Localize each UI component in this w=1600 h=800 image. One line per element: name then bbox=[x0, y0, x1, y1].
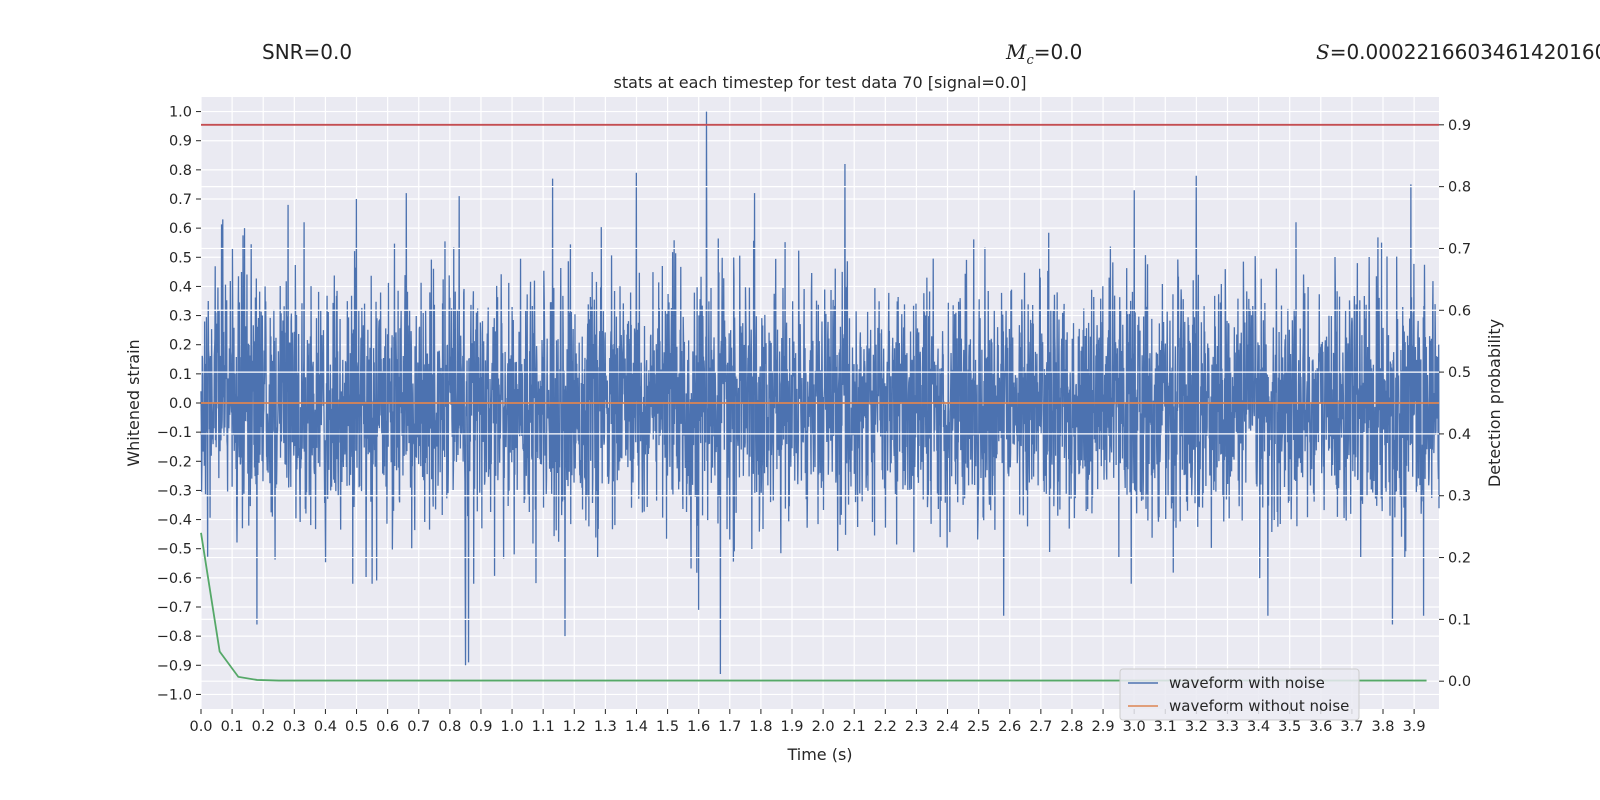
x-tick-label: 0.9 bbox=[469, 719, 492, 735]
x-tick-label: 0.1 bbox=[221, 719, 244, 735]
s-value: =0.00022166034614201608 bbox=[1329, 40, 1600, 64]
y-left-tick-label: 0.9 bbox=[169, 134, 192, 150]
chirp-mass-header: Mc=0.0 bbox=[1006, 40, 1082, 68]
x-tick-label: 0.8 bbox=[438, 719, 461, 735]
waveform-with-noise-line bbox=[200, 111, 1440, 675]
x-tick-label: 2.6 bbox=[998, 719, 1021, 735]
y-right-tick-label: 0.8 bbox=[1448, 180, 1471, 196]
y-left-tick-label: 0.2 bbox=[169, 338, 192, 354]
y-axis-right-ticks: 0.9 0.8 0.7 0.6 0.5 0.4 0.3 0.2 0.1 0.0 bbox=[1439, 118, 1471, 690]
y-right-tick-label: 0.6 bbox=[1448, 303, 1471, 319]
x-tick-label: 1.2 bbox=[563, 719, 586, 735]
x-tick-label: 0.6 bbox=[376, 719, 399, 735]
chart-title: stats at each timestep for test data 70 … bbox=[614, 73, 1027, 92]
mc-value: =0.0 bbox=[1033, 40, 1083, 64]
x-tick-label: 1.1 bbox=[532, 719, 555, 735]
x-tick-label: 0.7 bbox=[407, 719, 430, 735]
x-tick-label: 0.0 bbox=[189, 719, 212, 735]
detection-probability-line bbox=[200, 532, 1427, 682]
legend: waveform with noise waveform without noi… bbox=[1119, 668, 1360, 721]
y-left-tick-label: 0.4 bbox=[169, 279, 192, 295]
y-left-tick-label: 1.0 bbox=[169, 105, 192, 121]
x-axis-ticks: 0.0 0.1 0.2 0.3 0.4 0.5 0.6 0.7 0.8 0.9 1.0 1.1 1.2 1… bbox=[189, 709, 1426, 735]
mc-subscript: c bbox=[1026, 53, 1034, 68]
y-left-tick-label: −1.0 bbox=[157, 687, 192, 703]
x-tick-label: 2.7 bbox=[1029, 719, 1052, 735]
y-left-tick-label: −0.4 bbox=[157, 513, 192, 529]
series-waveform-with-noise bbox=[200, 111, 1440, 675]
x-tick-label: 3.7 bbox=[1340, 719, 1363, 735]
x-tick-label: 1.0 bbox=[501, 719, 524, 735]
y-right-tick-label: 0.5 bbox=[1448, 365, 1471, 381]
x-tick-label: 2.4 bbox=[936, 719, 959, 735]
x-tick-label: 2.3 bbox=[905, 719, 928, 735]
x-axis-label: Time (s) bbox=[786, 745, 852, 764]
x-tick-label: 0.3 bbox=[283, 719, 306, 735]
x-tick-label: 3.3 bbox=[1216, 719, 1239, 735]
snr-text: SNR=0.0 bbox=[262, 40, 353, 64]
y-axis-left-label: Whitened strain bbox=[124, 339, 143, 466]
y-left-tick-label: −0.1 bbox=[157, 425, 192, 441]
x-tick-label: 0.2 bbox=[252, 719, 275, 735]
x-tick-label: 0.5 bbox=[345, 719, 368, 735]
series-lines bbox=[200, 123, 1439, 682]
y-axis-left-ticks: 1.0 0.9 0.8 0.7 0.6 0.5 0.4 0.3 0.2 0.1 0.0 −0.1 −0.… bbox=[157, 105, 201, 703]
x-tick-label: 2.8 bbox=[1060, 719, 1083, 735]
x-tick-label: 1.4 bbox=[625, 719, 648, 735]
y-left-tick-label: 0.5 bbox=[169, 250, 192, 266]
y-left-tick-label: 0.7 bbox=[169, 192, 192, 208]
x-tick-label: 3.0 bbox=[1123, 719, 1146, 735]
legend-label-clean: waveform without noise bbox=[1169, 697, 1349, 715]
mc-symbol: M bbox=[1006, 40, 1027, 64]
stat-header: S=0.00022166034614201608 bbox=[1316, 40, 1600, 64]
x-tick-label: 3.4 bbox=[1247, 719, 1270, 735]
x-tick-label: 2.0 bbox=[812, 719, 835, 735]
x-tick-label: 0.4 bbox=[314, 719, 337, 735]
y-left-tick-label: −0.6 bbox=[157, 571, 192, 587]
x-tick-label: 2.1 bbox=[843, 719, 866, 735]
y-left-tick-label: −0.5 bbox=[157, 542, 192, 558]
y-left-tick-label: −0.9 bbox=[157, 658, 192, 674]
snr-header: SNR=0.0 bbox=[262, 40, 352, 64]
legend-box bbox=[1119, 668, 1360, 721]
y-left-tick-label: 0.3 bbox=[169, 309, 192, 325]
x-tick-label: 1.6 bbox=[687, 719, 710, 735]
x-tick-label: 3.9 bbox=[1403, 719, 1426, 735]
y-right-tick-label: 0.1 bbox=[1448, 612, 1471, 628]
x-tick-label: 1.3 bbox=[594, 719, 617, 735]
y-left-tick-label: −0.7 bbox=[157, 600, 192, 616]
y-left-tick-label: 0.8 bbox=[169, 163, 192, 179]
x-tick-label: 3.2 bbox=[1185, 719, 1208, 735]
x-tick-label: 2.2 bbox=[874, 719, 897, 735]
s-symbol: S bbox=[1316, 40, 1330, 64]
y-right-tick-label: 0.4 bbox=[1448, 427, 1471, 443]
y-left-tick-label: −0.8 bbox=[157, 629, 192, 645]
y-left-tick-label: −0.3 bbox=[157, 483, 192, 499]
y-right-tick-label: 0.7 bbox=[1448, 241, 1471, 257]
y-right-tick-label: 0.0 bbox=[1448, 674, 1471, 690]
x-tick-label: 3.1 bbox=[1154, 719, 1177, 735]
y-left-tick-label: −0.2 bbox=[157, 454, 192, 470]
y-left-tick-label: 0.0 bbox=[169, 396, 192, 412]
y-right-tick-label: 0.2 bbox=[1448, 551, 1471, 567]
legend-label-noise: waveform with noise bbox=[1169, 674, 1325, 692]
x-tick-label: 1.7 bbox=[718, 719, 741, 735]
x-tick-label: 1.8 bbox=[749, 719, 772, 735]
x-tick-label: 3.6 bbox=[1309, 719, 1332, 735]
x-tick-label: 3.5 bbox=[1278, 719, 1301, 735]
x-tick-label: 1.9 bbox=[780, 719, 803, 735]
y-left-tick-label: 0.6 bbox=[169, 221, 192, 237]
y-right-tick-label: 0.3 bbox=[1448, 489, 1471, 505]
y-right-tick-label: 0.9 bbox=[1448, 118, 1471, 134]
x-tick-label: 2.5 bbox=[967, 719, 990, 735]
y-axis-right-label: Detection probability bbox=[1485, 319, 1504, 487]
y-left-tick-label: 0.1 bbox=[169, 367, 192, 383]
x-tick-label: 3.8 bbox=[1371, 719, 1394, 735]
x-tick-label: 2.9 bbox=[1092, 719, 1115, 735]
x-tick-label: 1.5 bbox=[656, 719, 679, 735]
